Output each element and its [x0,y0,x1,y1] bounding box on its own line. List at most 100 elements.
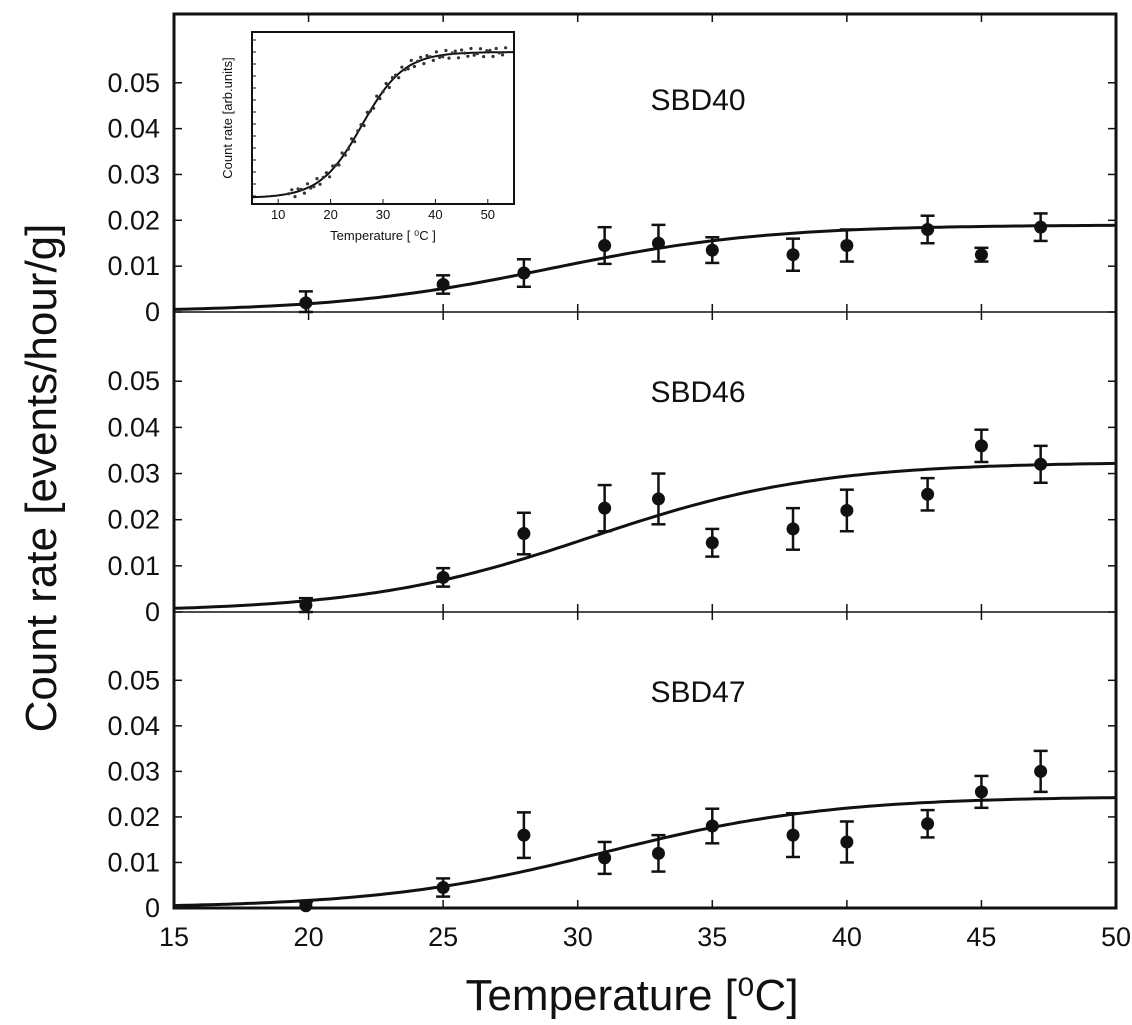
inset-data-point [491,54,495,59]
inset-x-tick-label: 10 [271,207,285,222]
panel-sbd46: 0 0.01 0.02 0.03 0.04 0.05 SBD46 [107,366,1117,627]
data-point [1034,457,1048,471]
inset-data-point [453,49,457,53]
inset-data-point [456,56,461,60]
x-tick-label: 35 [697,922,727,952]
inset-data-point [444,48,448,53]
inset-x-axis-title: Temperature [ ⁰C ] [330,228,436,243]
inset-y-axis-title: Count rate [arb.units] [220,57,235,178]
inset-data-point [324,171,328,175]
inset-data-point [312,185,316,189]
x-tick-label: 30 [563,922,593,952]
data-point [786,248,800,262]
fit-curve [173,796,1117,908]
inset-data-point [450,51,454,55]
data-point [651,846,665,860]
inset-data-point [431,58,435,63]
panel-sbd40: 0 0.01 0.02 0.03 0.04 0.05 SBD40 [107,68,1117,327]
panel-label: SBD46 [650,376,745,409]
y-tick-label: 0.03 [107,159,160,189]
inset-data-point [356,129,360,133]
inset-data-point [500,53,505,57]
inset-data-point [497,51,501,55]
y-tick-label: 0.04 [107,114,160,144]
inset-data-point [340,151,344,155]
inset-data-point [302,191,306,195]
data-point [651,236,665,250]
inset-data-point [441,55,445,59]
panel-sbd47: 0 0.01 0.02 0.03 0.04 0.05 SBD47 [107,665,1117,923]
y-tick-label: 0.05 [107,366,160,396]
x-axis-title: Temperature [⁰C] [465,971,798,1020]
inset-data-point [368,109,372,113]
x-tick-label: 40 [832,922,862,952]
x-tick-label: 25 [428,922,458,952]
inset-data-point [343,153,347,157]
inset-data-point [428,55,432,59]
inset-data-point [384,81,388,86]
inset-data-point [406,67,410,71]
data-point [517,527,531,541]
inset-data-point [475,52,479,56]
inset-data-point [478,47,483,51]
data-point [651,492,665,506]
fit-curve [173,461,1117,610]
data-point [436,570,450,584]
inset-frame [251,31,515,205]
data-point [1034,220,1048,234]
fit-curve [173,223,1117,311]
inset-data-point [400,65,404,69]
inset-data-point [390,76,394,80]
panel-label: SBD47 [650,676,745,709]
inset-data-point [419,55,423,59]
inset-data-point [346,147,350,151]
data-point [840,835,854,849]
data-point [705,536,719,550]
data-point [598,501,612,515]
y-tick-label: 0.02 [107,205,160,235]
inset-chart: 10 20 30 40 50 Temperature [ ⁰C ] Count rate [… [220,31,515,243]
inset-data-point [362,124,366,128]
inset-data-point [328,175,332,179]
x-tick-label: 45 [966,922,996,952]
y-tick-label: 0.04 [107,711,160,741]
inset-data-point [321,175,325,179]
inset-data-point [447,56,451,60]
inset-data-point [387,85,391,90]
inset-data-point [460,48,464,52]
data-point [436,881,450,895]
data-point [840,239,854,253]
chart-axes: 15 20 25 30 35 40 45 50 [159,12,1131,952]
data-point [921,487,935,501]
y-tick-label: 0.03 [107,756,160,786]
inset-data-point [331,164,335,168]
data-point [299,296,313,310]
inset-data-point [350,137,354,141]
inset-data-point [412,64,416,69]
y-tick-label: 0 [145,597,160,627]
y-tick-label: 0.05 [107,68,160,98]
inset-data-point [287,192,291,196]
x-tick-label: 50 [1101,922,1131,952]
inset-x-tick-label: 40 [428,207,442,222]
inset-data-point [422,62,426,66]
y-tick-label: 0.05 [107,665,160,695]
data-point [299,899,313,913]
inset-data-point [409,58,413,63]
y-tick-label: 0.02 [107,802,160,832]
y-tick-label: 0.01 [107,847,160,877]
inset-data-point [438,55,442,60]
data-point [705,243,719,257]
data-point [598,239,612,253]
inset-data-point [425,54,429,58]
data-point [598,851,612,865]
inset-data-point [337,163,341,167]
inset-data-point [318,182,322,186]
data-point [786,522,800,536]
y-tick-label: 0.02 [107,505,160,535]
inset-data-point [309,186,313,190]
data-point [436,277,450,291]
y-tick-label: 0 [145,893,160,923]
inset-data-point [296,187,300,191]
